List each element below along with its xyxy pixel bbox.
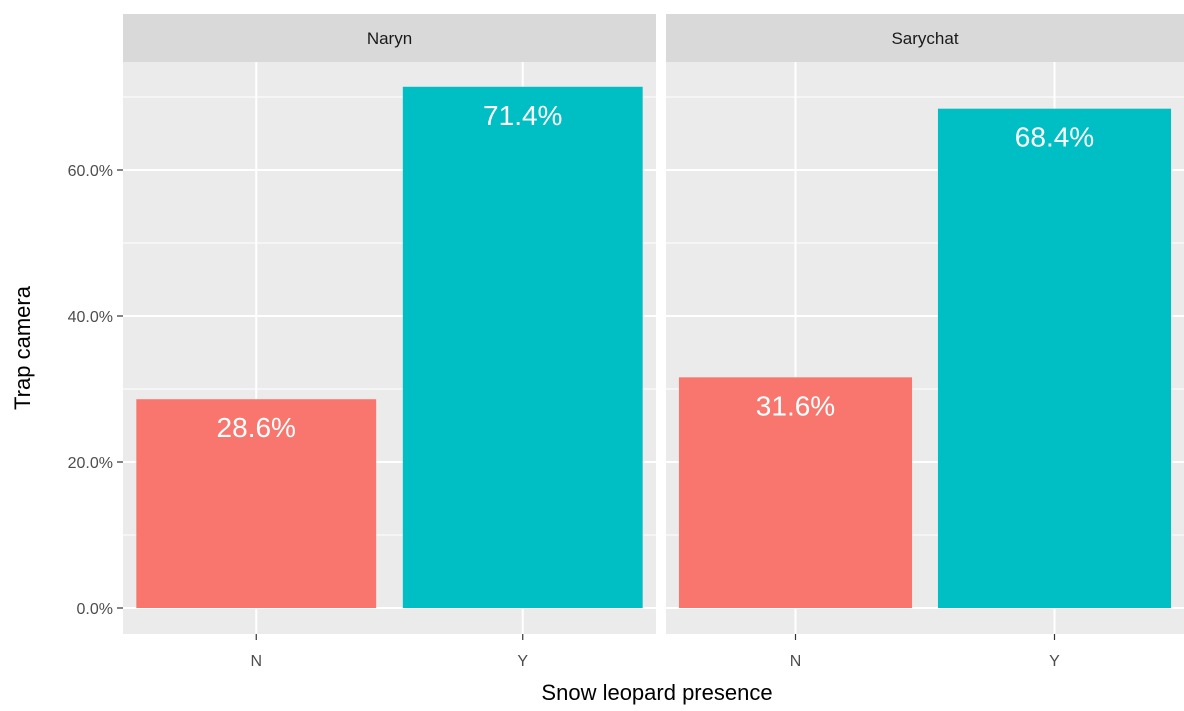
y-tick-label: 20.0% [68, 455, 113, 472]
facet-strip-sarychat [666, 14, 1184, 62]
y-axis-title: Trap camera [10, 285, 35, 410]
bar-sarychat-n [678, 377, 913, 608]
bar-value-label: 28.6% [217, 412, 296, 443]
bar-naryn-y [402, 86, 643, 608]
facet-strip-naryn [123, 14, 656, 62]
x-axis-title: Snow leopard presence [541, 680, 772, 705]
facet-title-sarychat: Sarychat [891, 29, 958, 48]
bar-value-label: 31.6% [756, 390, 835, 421]
x-tick-label: Y [1049, 653, 1060, 670]
bar-sarychat-y [937, 108, 1172, 609]
x-tick-label: N [250, 653, 262, 670]
bar-value-label: 71.4% [483, 100, 562, 131]
bar-value-label: 68.4% [1015, 122, 1094, 153]
x-tick-label: N [790, 653, 802, 670]
bar-naryn-n [136, 399, 377, 608]
y-tick-label: 0.0% [77, 601, 113, 618]
facet-title-naryn: Naryn [367, 29, 412, 48]
x-tick-label: Y [517, 653, 528, 670]
y-tick-label: 40.0% [68, 309, 113, 326]
y-tick-label: 60.0% [68, 163, 113, 180]
